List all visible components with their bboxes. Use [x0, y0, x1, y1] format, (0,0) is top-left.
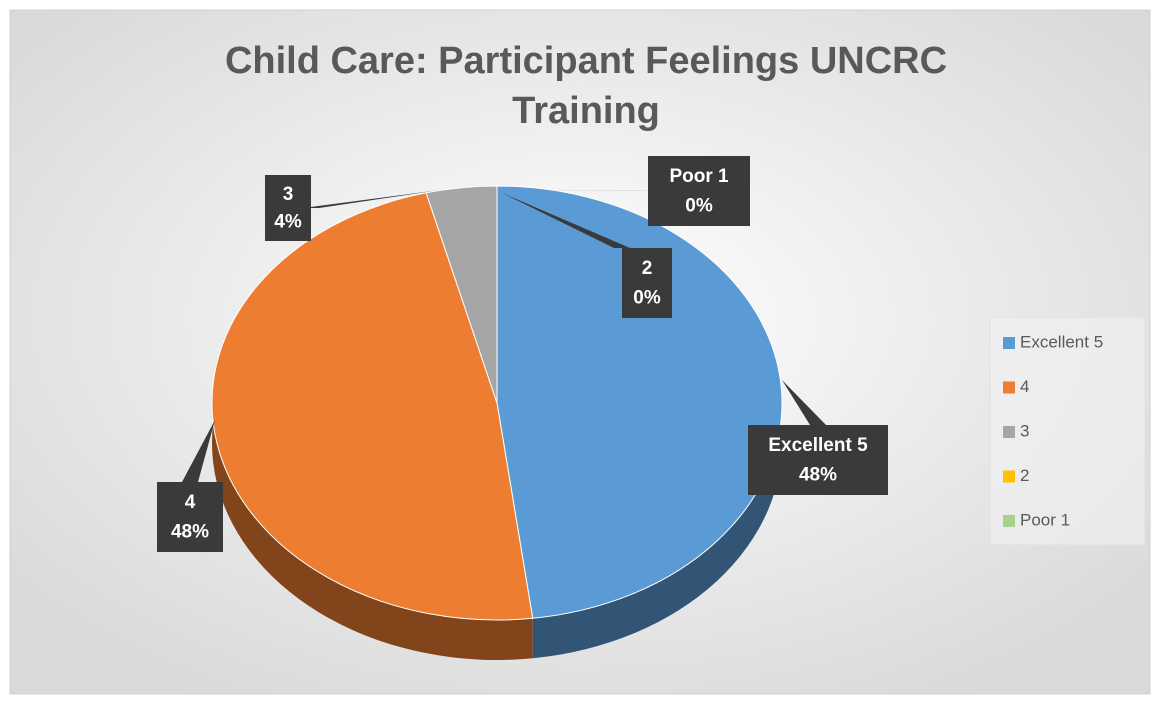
label-category: 3	[283, 184, 294, 205]
label-value: 0%	[685, 195, 713, 216]
legend-swatch	[1003, 470, 1015, 483]
pie-slice	[425, 185, 498, 404]
label-box	[265, 175, 311, 241]
label-box	[748, 425, 888, 495]
legend-label: 3	[1020, 421, 1029, 440]
legend-label: Poor 1	[1020, 510, 1070, 529]
legend-swatch	[1003, 515, 1015, 527]
legend-label: 2	[1020, 466, 1029, 485]
legend-label: 4	[1020, 377, 1029, 396]
legend-label: Excellent 5	[1020, 332, 1103, 351]
label-value: 0%	[633, 287, 661, 308]
label-category: 2	[642, 258, 653, 279]
label-category: Poor 1	[669, 166, 729, 187]
label-value: 48%	[799, 464, 837, 485]
label-value: 48%	[171, 521, 209, 542]
label-box	[648, 156, 750, 226]
pie-slice	[496, 185, 783, 619]
label-category: Excellent 5	[768, 435, 868, 456]
leader	[182, 420, 215, 482]
legend: Excellent 5 4 3 2 Poor 1	[1003, 332, 1103, 529]
chart-title: Child Care: Participant Feelings UNCRC T…	[224, 40, 948, 132]
legend-swatch	[1003, 337, 1015, 349]
label-box	[157, 482, 223, 552]
pie-tops	[211, 185, 783, 621]
leader	[782, 380, 826, 425]
leader	[500, 192, 630, 248]
data-labels: Excellent 5 48% 4 48% 3 4% 2 0% Poor 1 0%	[157, 156, 888, 552]
label-value: 4%	[274, 212, 302, 233]
legend-swatch	[1003, 381, 1015, 394]
legend-box	[989, 316, 1146, 546]
pie-slice	[211, 192, 534, 621]
legend-swatch	[1003, 426, 1015, 438]
leader	[303, 190, 440, 208]
leader	[502, 190, 656, 191]
label-box	[622, 248, 672, 318]
label-category: 4	[185, 492, 196, 513]
